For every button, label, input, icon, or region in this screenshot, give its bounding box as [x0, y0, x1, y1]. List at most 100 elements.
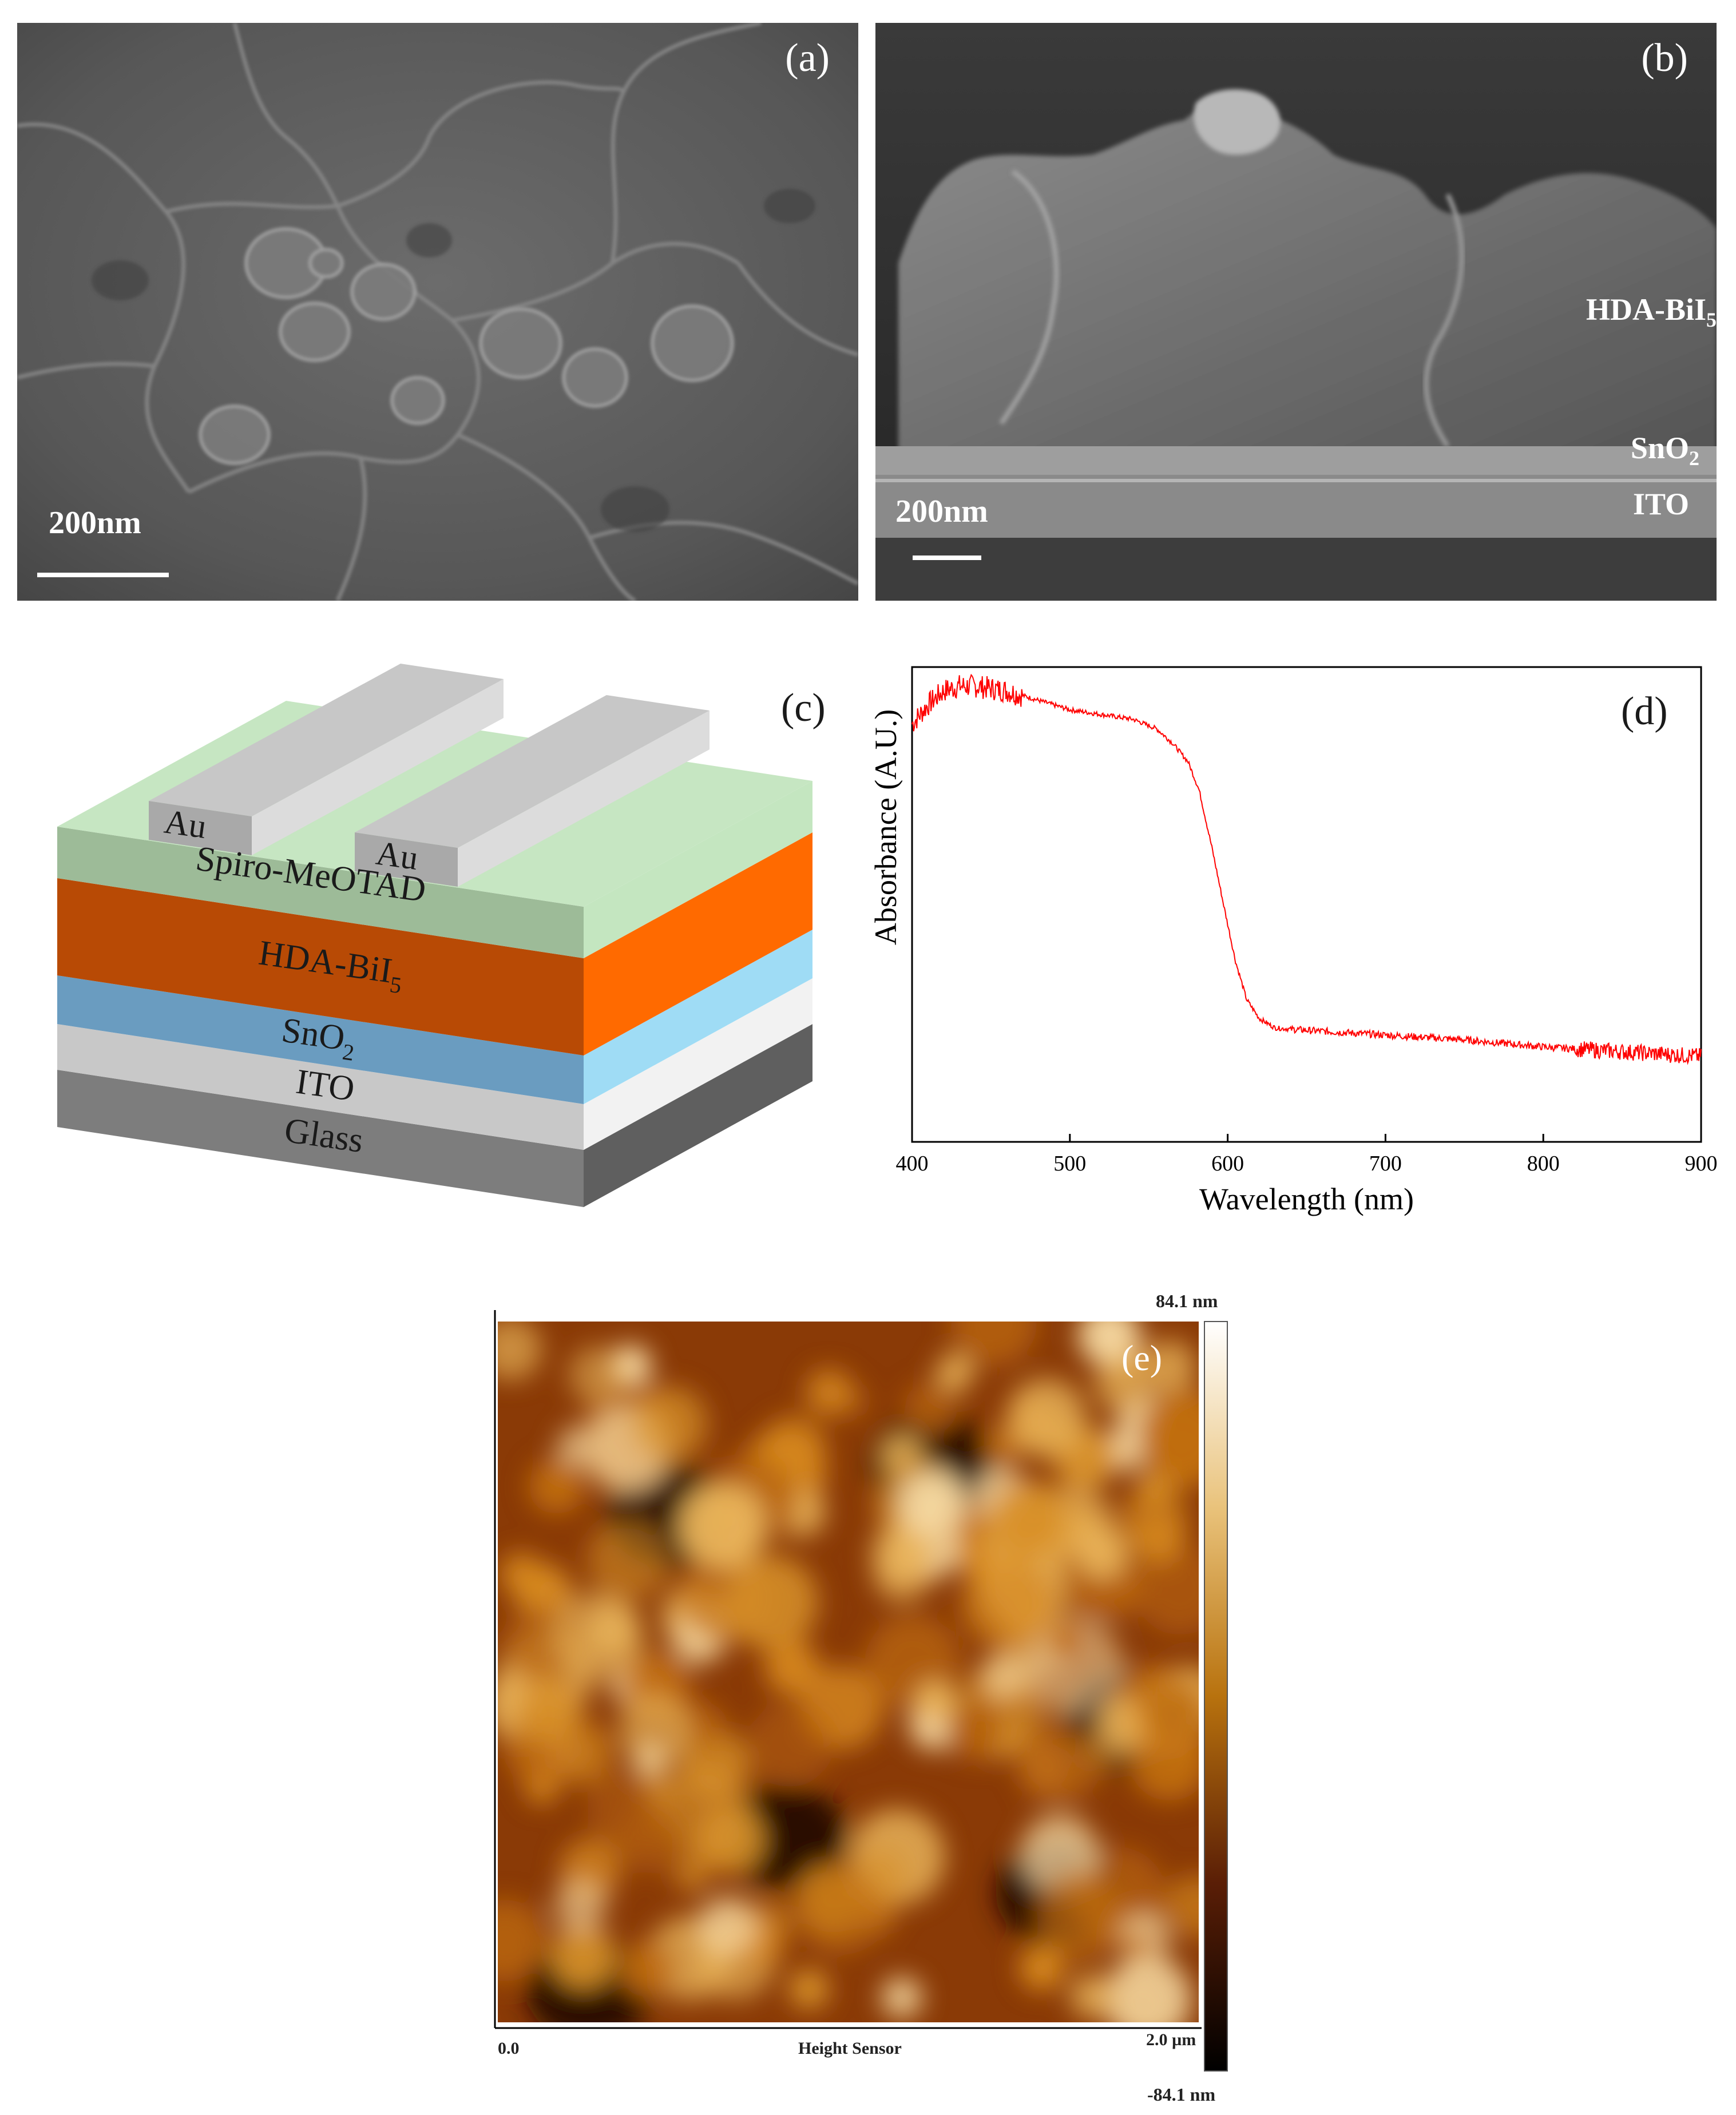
afm-grain — [1146, 1682, 1199, 1743]
x-tick-label: 600 — [1211, 1152, 1244, 1176]
spiro-layer-side — [584, 781, 812, 958]
afm-axis-min: 0.0 — [498, 2039, 520, 2058]
panel-b-layer-ito: ITO — [1632, 487, 1689, 521]
afm-grain — [747, 1703, 832, 1787]
panel-b-layer-hda: HDA-BiI5 — [1586, 292, 1717, 332]
afm-axis-max: 2.0 µm — [1146, 2030, 1196, 2049]
afm-grain — [796, 1867, 884, 1955]
hda-layer-front — [57, 878, 584, 1055]
afm-grain — [1070, 1974, 1115, 2019]
afm-grain — [569, 1346, 626, 1403]
panel-b-sem-cross-section: (b) 200nm HDA-BiI5 SnO2 ITO — [875, 23, 1717, 601]
panel-d-absorbance-chart: 400 500 600 700 800 900 Wavelength (nm) Absor… — [858, 646, 1736, 1276]
afm-grain — [1076, 1527, 1128, 1579]
au-right-side — [458, 711, 710, 887]
x-axis-title: Wavelength (nm) — [1199, 1182, 1414, 1216]
afm-grain — [914, 1680, 956, 1721]
panel-b-scale-label: 200nm — [895, 494, 988, 529]
afm-grain — [1166, 1875, 1199, 1938]
device-stack-diagram: Au Au Spiro-MeOTAD HDA-BiI5 SnO2 ITO Gla… — [57, 664, 812, 1207]
absorbance-chart-svg: 400 500 600 700 800 900 Wavelength (nm) Absor… — [869, 666, 1718, 1216]
ito-layer-front — [57, 1024, 584, 1150]
afm-grain — [763, 1415, 827, 1479]
sno2-label-text-c: SnO — [279, 1011, 347, 1058]
afm-grain — [950, 1322, 1037, 1366]
afm-height-map: 84.1 nm -84.1 nm 0.0 2.0 µm Height Senso… — [494, 1291, 1228, 2105]
afm-grain — [618, 1806, 685, 1874]
afm-grain — [551, 1924, 615, 1989]
afm-grain — [632, 1386, 708, 1462]
afm-grain — [1078, 1322, 1141, 1367]
x-tick-label: 900 — [1685, 1152, 1718, 1176]
panel-b-label: (b) — [1641, 36, 1688, 80]
au-left-side — [252, 679, 504, 855]
au-right-front — [355, 832, 458, 887]
afm-grain — [633, 1742, 667, 1776]
afm-grain — [500, 1553, 543, 1596]
afm-scale-min: -84.1 nm — [1147, 2084, 1215, 2105]
hda-label-text: HDA-BiI — [1586, 292, 1706, 327]
panel-c-device-schematic: Au Au Spiro-MeOTAD HDA-BiI5 SnO2 ITO Gla… — [34, 658, 847, 1219]
glass-layer-side — [584, 1024, 812, 1207]
afm-grain — [620, 1941, 676, 1997]
afm-grain — [1019, 1945, 1065, 1991]
au-left-label: Au — [162, 803, 209, 846]
panel-b-layer-sno2: SnO2 — [1631, 430, 1699, 470]
panel-e-afm-map: 84.1 nm -84.1 nm 0.0 2.0 µm Height Senso… — [489, 1287, 1290, 2111]
afm-grain — [1094, 1357, 1149, 1412]
afm-scale-max: 84.1 nm — [1156, 1291, 1218, 1311]
sno2-label-subscript: 2 — [1689, 446, 1699, 470]
afm-grain — [936, 1354, 974, 1391]
y-axis-title: Absorbance (A.U.) — [869, 709, 903, 945]
afm-grain — [961, 1557, 1054, 1649]
afm-grain — [679, 1483, 766, 1570]
panel-a-scale-label: 200nm — [49, 505, 141, 541]
afm-grain — [723, 1555, 818, 1650]
afm-grain — [1037, 1871, 1125, 1959]
ito-layer-side — [584, 978, 812, 1150]
au-right-top — [355, 695, 710, 848]
afm-grain — [498, 1899, 546, 1982]
afm-grain — [881, 1977, 922, 2018]
ito-label: ITO — [294, 1062, 357, 1109]
x-tick-label: 400 — [896, 1152, 929, 1176]
afm-grain — [789, 1969, 829, 2009]
sno2-layer-front — [57, 975, 584, 1104]
afm-grain — [517, 1679, 581, 1743]
afm-grain — [675, 1857, 710, 1892]
afm-grain — [946, 1701, 1005, 1761]
afm-grain — [1104, 1955, 1192, 2022]
afm-grain — [553, 1591, 643, 1681]
panel-d-label: (d) — [1621, 689, 1668, 733]
afm-grain-field — [498, 1322, 1199, 2022]
afm-grain — [1135, 1545, 1199, 1635]
au-left-front — [149, 801, 252, 855]
afm-grain — [904, 1382, 957, 1435]
glass-layer-front — [57, 1070, 584, 1207]
plot-frame — [911, 666, 1702, 1143]
x-tick-label: 500 — [1053, 1152, 1086, 1176]
panel-e-label: (e) — [1121, 1338, 1162, 1378]
afm-grain — [873, 1546, 930, 1603]
x-tick-label: 800 — [1527, 1152, 1560, 1176]
afm-grain — [982, 1653, 1028, 1699]
au-left-top — [149, 664, 504, 816]
afm-grain — [1007, 1378, 1086, 1457]
afm-grain — [1138, 1388, 1199, 1482]
hda-label-subscript: 5 — [1706, 308, 1717, 331]
afm-grain — [764, 1640, 819, 1695]
afm-grain — [698, 1896, 758, 1956]
hda-layer-side — [584, 832, 812, 1055]
afm-grain — [898, 1471, 966, 1539]
afm-grain — [1047, 1622, 1086, 1661]
panel-c-label: (c) — [781, 686, 826, 730]
sno2-layer-side — [584, 930, 812, 1104]
spiro-layer-front — [57, 827, 584, 958]
absorbance-series-line — [911, 673, 1702, 1065]
sem-top-view-image — [17, 21, 859, 603]
au-right-label: Au — [374, 834, 421, 878]
sem-cross-section-image — [875, 23, 1717, 601]
x-axis-ticks: 400 500 600 700 800 900 — [896, 1134, 1718, 1176]
panel-a-label: (a) — [785, 36, 830, 80]
sno2-label-text: SnO — [1630, 431, 1689, 465]
